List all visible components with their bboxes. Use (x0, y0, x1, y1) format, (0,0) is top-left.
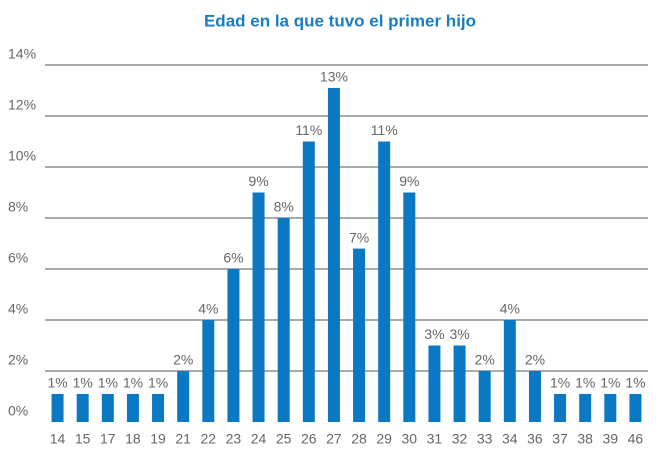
x-tick-label: 14 (50, 431, 66, 447)
y-tick-label: 4% (8, 301, 28, 317)
bar (101, 393, 114, 422)
bar (126, 393, 139, 422)
bar (353, 248, 366, 422)
bar (604, 393, 617, 422)
x-tick-label: 39 (603, 431, 619, 447)
bar (302, 141, 315, 422)
x-tick-label: 21 (175, 431, 191, 447)
bar (202, 320, 215, 422)
bar (503, 320, 516, 422)
bar (428, 345, 441, 422)
bar (453, 345, 466, 422)
data-label: 13% (320, 69, 348, 85)
chart-title: Edad en la que tuvo el primer hijo (204, 11, 476, 30)
bar (478, 371, 491, 422)
x-tick-label: 25 (276, 431, 292, 447)
data-label: 7% (349, 229, 369, 245)
bar (227, 269, 240, 422)
bar (579, 393, 592, 422)
bar (554, 393, 567, 422)
data-label: 1% (600, 375, 620, 391)
y-tick-label: 8% (8, 199, 28, 215)
data-label: 11% (371, 122, 398, 138)
bar (152, 393, 165, 422)
data-label: 1% (73, 375, 93, 391)
data-label: 1% (625, 375, 645, 391)
x-tick-label: 34 (502, 431, 518, 447)
bar (252, 192, 265, 422)
x-tick-label: 19 (150, 431, 166, 447)
x-tick-label: 33 (477, 431, 493, 447)
data-label: 4% (500, 301, 520, 317)
bar (76, 393, 89, 422)
x-tick-label: 17 (100, 431, 116, 447)
y-tick-label: 6% (8, 250, 28, 266)
x-tick-label: 38 (577, 431, 593, 447)
data-label: 1% (123, 375, 143, 391)
data-label: 9% (399, 173, 419, 189)
y-tick-label: 0% (8, 403, 28, 419)
y-tick-label: 2% (8, 352, 28, 368)
x-tick-label: 15 (75, 431, 91, 447)
x-tick-label: 28 (351, 431, 367, 447)
y-tick-label: 14% (8, 46, 36, 62)
bar (327, 87, 340, 422)
x-tick-label: 37 (552, 431, 568, 447)
bar (528, 371, 541, 422)
x-tick-label: 18 (125, 431, 141, 447)
x-tick-label: 24 (251, 431, 267, 447)
data-label: 2% (525, 352, 545, 368)
data-label: 6% (223, 250, 243, 266)
x-tick-label: 27 (326, 431, 342, 447)
data-label: 3% (449, 326, 469, 342)
y-tick-label: 10% (8, 148, 36, 164)
bar (177, 371, 190, 422)
x-tick-label: 29 (376, 431, 392, 447)
data-label: 1% (47, 375, 67, 391)
data-label: 11% (295, 122, 322, 138)
data-label: 1% (148, 375, 168, 391)
x-tick-label: 32 (452, 431, 468, 447)
data-label: 1% (98, 375, 118, 391)
data-label: 4% (198, 301, 218, 317)
x-tick-label: 30 (402, 431, 418, 447)
data-label: 3% (424, 326, 444, 342)
x-tick-label: 46 (628, 431, 644, 447)
x-tick-label: 26 (301, 431, 317, 447)
x-tick-label: 31 (427, 431, 443, 447)
y-tick-label: 12% (8, 97, 36, 113)
data-label: 8% (274, 199, 294, 215)
bar (403, 192, 416, 422)
bar (51, 393, 64, 422)
bar (378, 141, 391, 422)
x-tick-label: 36 (527, 431, 543, 447)
data-label: 2% (173, 352, 193, 368)
x-tick-label: 23 (226, 431, 242, 447)
data-label: 9% (248, 173, 268, 189)
data-label: 2% (475, 352, 495, 368)
data-label: 1% (550, 375, 570, 391)
bar (629, 393, 642, 422)
x-tick-label: 22 (201, 431, 217, 447)
bar (277, 218, 290, 422)
data-label: 1% (575, 375, 595, 391)
